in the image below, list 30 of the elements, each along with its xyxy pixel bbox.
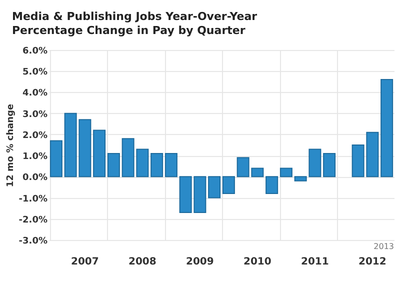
bar <box>208 176 221 198</box>
x-tick-label: 2009 <box>186 256 214 268</box>
y-tick-label: 3.0% <box>22 110 48 120</box>
y-tick-label: 6.0% <box>22 46 48 56</box>
bar <box>323 152 336 178</box>
bar <box>380 79 394 178</box>
bar <box>280 168 292 178</box>
bar <box>50 140 62 178</box>
y-tick-label: 1.0% <box>22 152 48 162</box>
bar <box>93 130 106 178</box>
y-tick-label: -3.0% <box>18 236 48 246</box>
bar <box>222 176 235 194</box>
y-tick-label: -1.0% <box>18 194 48 204</box>
x-tick-label: 2010 <box>244 256 272 268</box>
bar <box>266 176 278 194</box>
bar <box>164 152 178 178</box>
bar <box>150 152 164 178</box>
y-tick-label: 4.0% <box>22 88 48 99</box>
x-tick-label: 2007 <box>71 256 99 268</box>
text: 2013 <box>374 242 394 251</box>
x-tick-label: 2008 <box>128 256 156 268</box>
chart-title: Media & Publishing Jobs Year-Over-Year Percentage Change in Pay by Quarter <box>11 9 258 38</box>
y-tick-label: 2.0% <box>22 130 48 141</box>
y-tick-label: 5.0% <box>22 68 48 78</box>
bar <box>107 152 120 178</box>
x-tick-label: 2011 <box>301 256 329 268</box>
y-tick-label: -2.0% <box>18 215 48 226</box>
y-tick-label: 0.0% <box>22 173 48 184</box>
y-axis-title: 12 mo % change <box>6 104 16 188</box>
x-tick-label: 2012 <box>358 256 386 268</box>
